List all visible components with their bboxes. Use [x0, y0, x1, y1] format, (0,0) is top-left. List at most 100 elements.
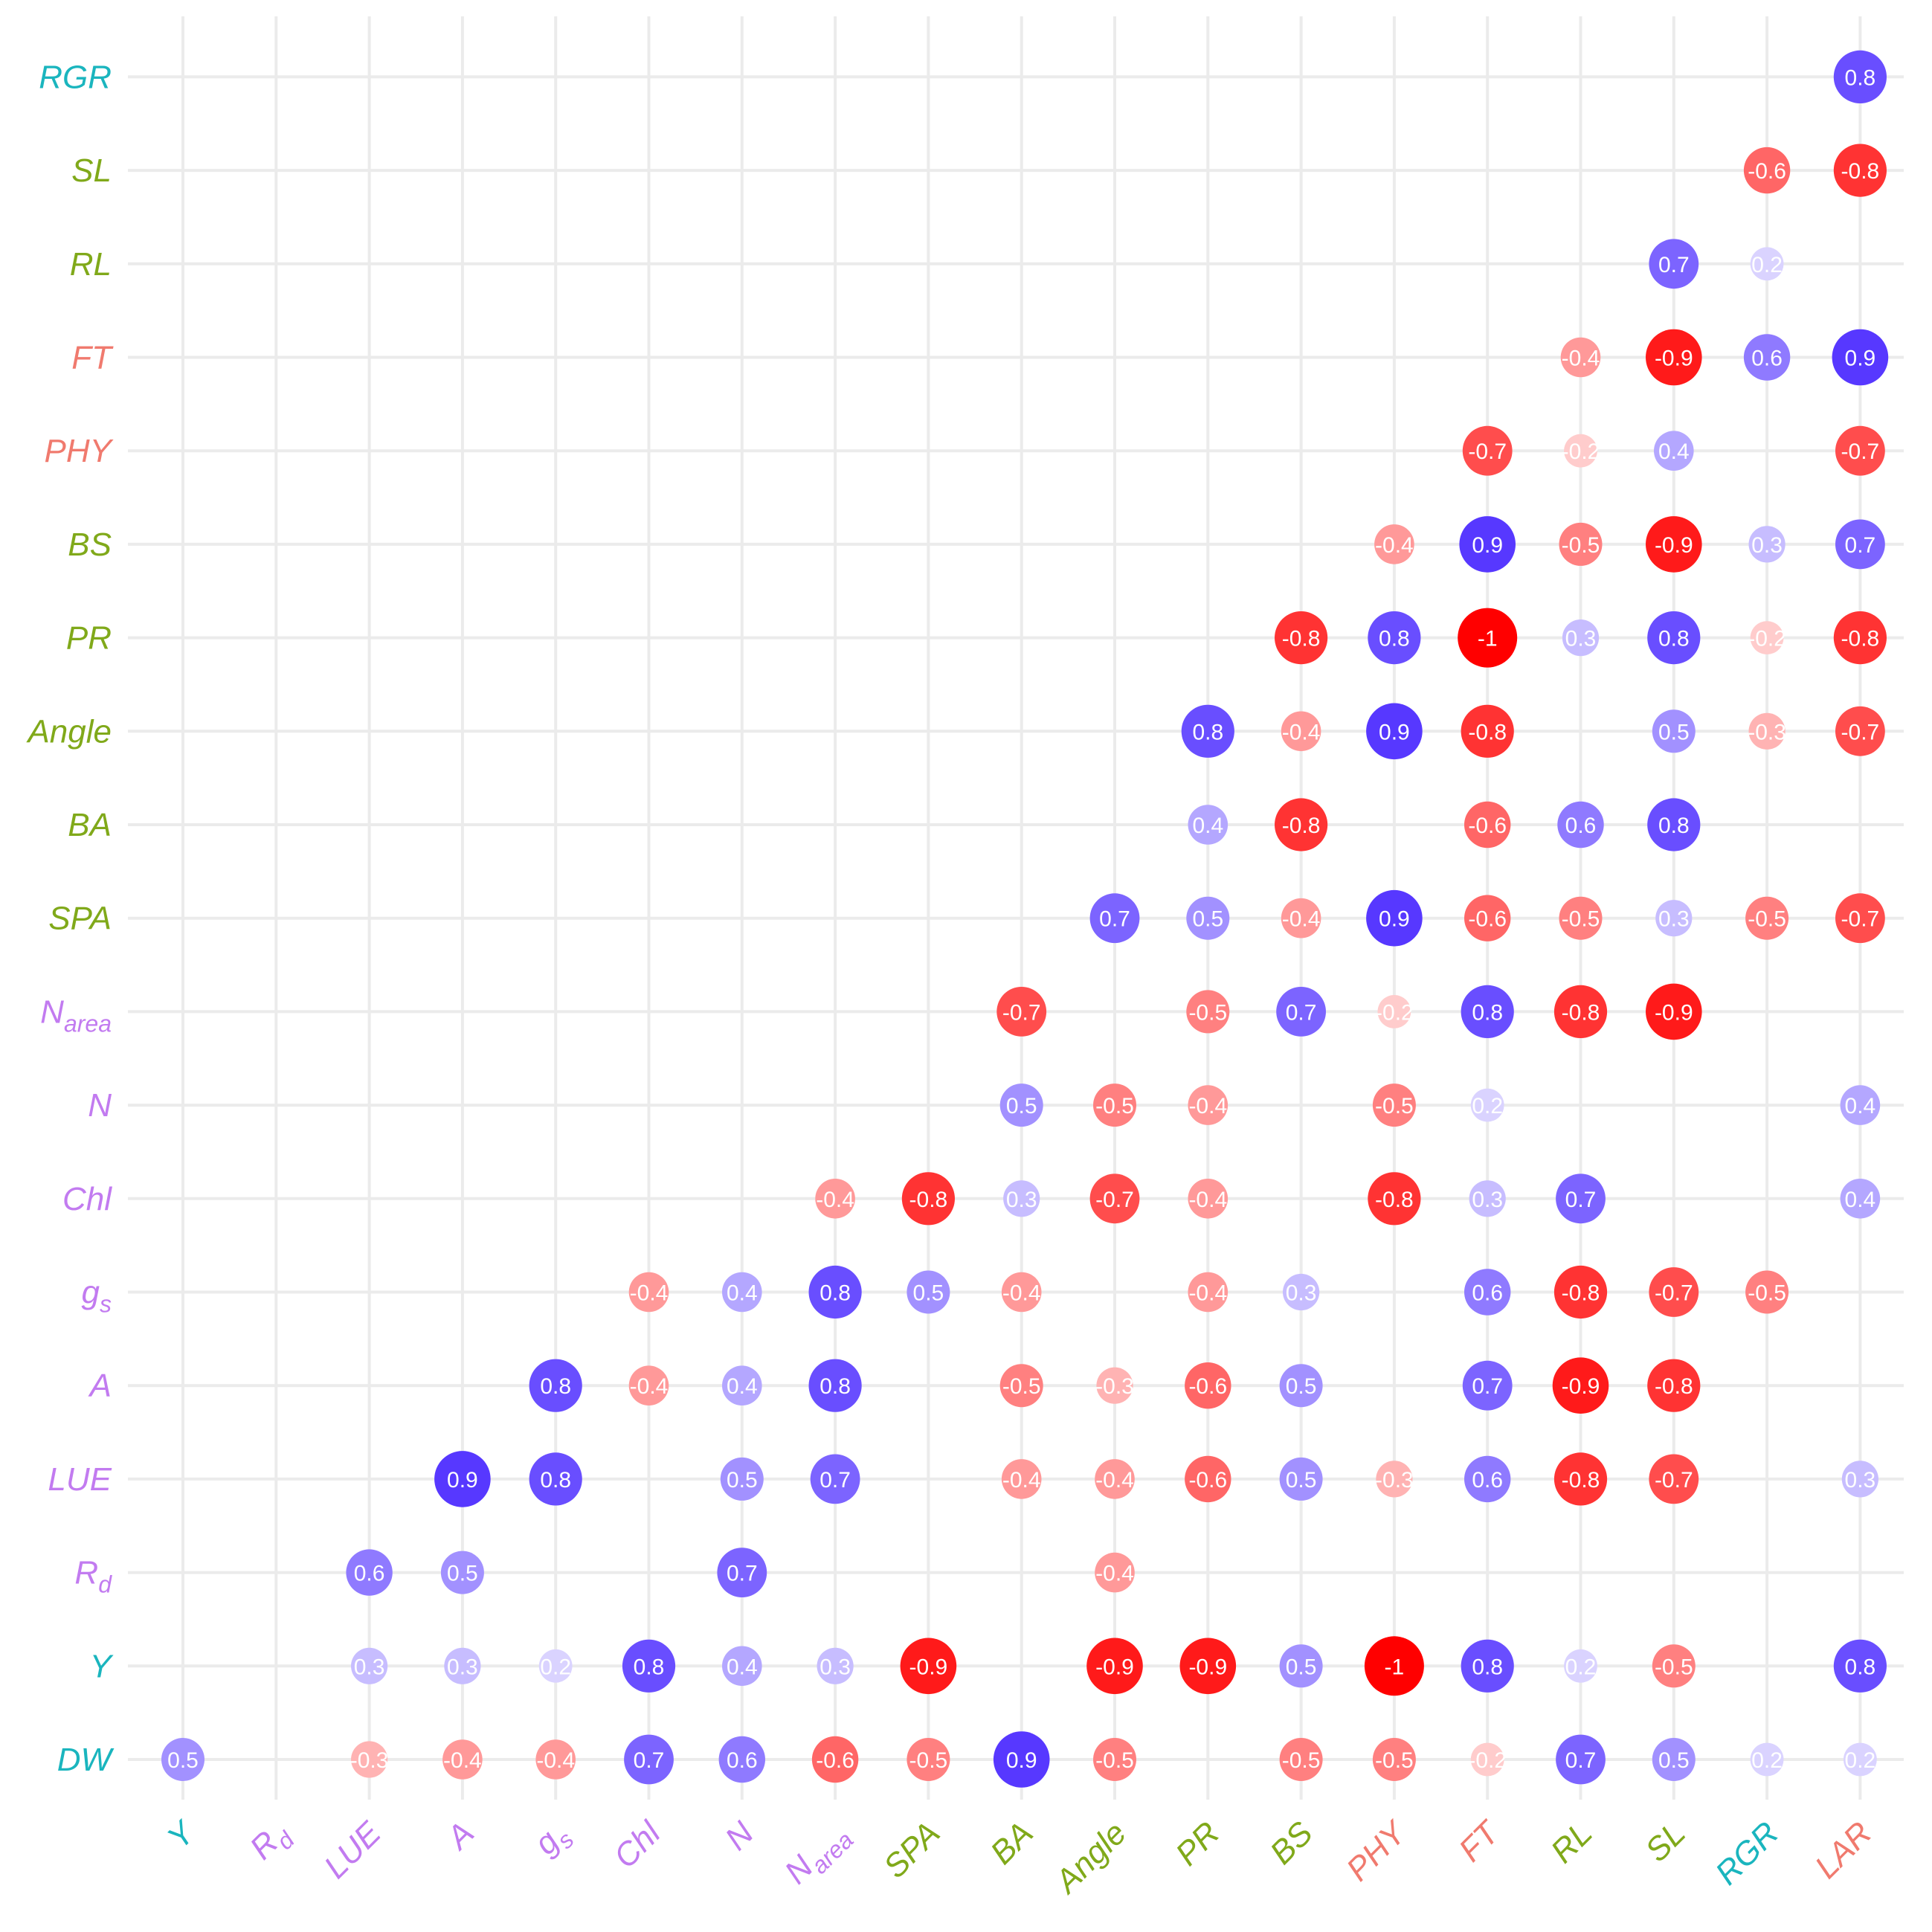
cell-circle [1835, 706, 1885, 756]
cell-value-label: 0.5 [167, 1748, 199, 1773]
cell-value-label: 0.3 [1286, 1281, 1317, 1306]
cell-value-label: 0.5 [1192, 907, 1223, 932]
cell-value-label: -0.8 [1562, 1468, 1600, 1493]
x-label-BS: BS [1263, 1815, 1320, 1871]
cell-circle [1552, 1357, 1609, 1414]
cell-value-label: -0.2 [1468, 1748, 1507, 1773]
cell-value-label: 0.3 [1472, 1188, 1503, 1212]
cell-circle [717, 1548, 767, 1598]
cell-DW-gs: -0.4 [535, 1739, 576, 1780]
cell-circle [817, 1647, 854, 1684]
cell-value-label: -0.5 [1562, 533, 1600, 558]
cell-circle [624, 1734, 674, 1785]
cell-value-label: 0.7 [1099, 907, 1130, 932]
cell-value-label: -0.8 [1562, 1281, 1600, 1306]
cell-Chl-RL: 0.7 [1556, 1173, 1606, 1224]
cell-DW-Angle: -0.5 [1093, 1738, 1136, 1781]
y-label-main: BA [68, 807, 112, 843]
cell-Narea-BA: -0.7 [996, 987, 1047, 1037]
cell-value-label: -0.4 [1188, 1188, 1227, 1212]
cell-value-label: -0.4 [1002, 1281, 1041, 1306]
cell-Chl-PHY: -0.8 [1368, 1172, 1421, 1226]
cell-circle [1279, 1738, 1323, 1781]
cell-circle [1462, 1360, 1513, 1411]
y-label-RL: RL [70, 246, 112, 283]
x-label-LUE: LUE [317, 1815, 388, 1886]
cell-BA-BS: -0.8 [1275, 798, 1328, 851]
cell-circle [1461, 1639, 1514, 1693]
cell-circle [1366, 889, 1423, 947]
cell-value-label: 0.6 [1751, 347, 1783, 371]
cell-value-label: 0.9 [1472, 533, 1503, 558]
cell-Y-RL: 0.2 [1564, 1649, 1597, 1683]
y-label-gs: gs [82, 1275, 112, 1318]
cell-PR-FT: -1 [1458, 608, 1518, 668]
cell-circle [351, 1647, 388, 1684]
cell-value-label: 0.5 [1286, 1468, 1317, 1493]
x-label-FT: FT [1452, 1813, 1508, 1869]
cell-value-label: 0.8 [1472, 1000, 1503, 1025]
cell-DW-N: 0.6 [718, 1736, 765, 1783]
cell-circle [1185, 1362, 1231, 1409]
cell-A-Angle: -0.3 [1095, 1367, 1134, 1404]
y-label-Angle: Angle [25, 713, 112, 750]
y-label-main: LUE [48, 1461, 112, 1498]
cell-value-label: -0.8 [1282, 627, 1321, 651]
cell-circle [1001, 1459, 1042, 1499]
cell-value-label: 0.8 [1658, 627, 1690, 651]
cell-value-label: -0.5 [1748, 1281, 1786, 1306]
cell-value-label: 0.3 [1006, 1188, 1037, 1212]
cell-value-label: 0.2 [1751, 253, 1783, 277]
cell-circle [1654, 431, 1694, 471]
cell-value-label: -0.9 [909, 1655, 948, 1679]
cell-circle [622, 1639, 676, 1693]
cell-circle [1833, 50, 1887, 103]
cell-LUE-BA: -0.4 [1001, 1459, 1042, 1499]
cell-value-label: 0.6 [354, 1562, 385, 1586]
y-label-main: A [88, 1368, 112, 1404]
x-label-main: BA [984, 1815, 1040, 1871]
cell-value-label: -0.8 [1375, 1188, 1414, 1212]
cell-Narea-PR: -0.5 [1186, 990, 1230, 1034]
x-label-Chl: Chl [607, 1815, 668, 1875]
cell-value-label: -0.7 [1002, 1000, 1041, 1025]
cell-circle [808, 1265, 862, 1319]
cell-circle [628, 1272, 669, 1313]
cell-circle [1553, 985, 1608, 1038]
cell-gs-Chl: -0.4 [628, 1272, 669, 1313]
cell-LUE-PR: -0.6 [1185, 1455, 1231, 1503]
cell-circle [1556, 1173, 1606, 1224]
cell-circle [1470, 1088, 1504, 1122]
cell-PR-BS: -0.8 [1275, 611, 1328, 665]
cell-value-label: -0.7 [1655, 1468, 1693, 1493]
cell-A-Narea: 0.8 [808, 1359, 862, 1412]
y-label-RGR: RGR [39, 59, 112, 95]
cell-DW-BA: 0.9 [993, 1731, 1050, 1788]
cell-A-Chl: -0.4 [628, 1365, 669, 1405]
cell-A-gs: 0.8 [529, 1359, 582, 1412]
cell-value-label: -0.9 [1655, 1000, 1693, 1025]
cell-value-label: -0.8 [1655, 1374, 1693, 1399]
cell-Y-SPA: -0.9 [900, 1638, 957, 1695]
cell-circle [529, 1359, 582, 1412]
cell-circle [1841, 1461, 1878, 1498]
y-label-Chl: Chl [62, 1181, 112, 1217]
cell-circle [1840, 1179, 1881, 1219]
cell-SPA-SL: 0.3 [1655, 900, 1693, 937]
x-label-main: LUE [317, 1815, 388, 1886]
cell-circle [1833, 611, 1887, 665]
cell-SPA-LAR: -0.7 [1835, 893, 1885, 944]
cell-circle [810, 1454, 860, 1504]
cell-value-label: -0.9 [1095, 1655, 1134, 1679]
cell-circle [1748, 526, 1786, 563]
cell-Narea-SL: -0.9 [1646, 983, 1702, 1040]
x-label-main: BS [1263, 1815, 1320, 1871]
cell-Y-LAR: 0.8 [1833, 1639, 1887, 1693]
cell-SPA-PHY: 0.9 [1366, 889, 1423, 947]
cell-circle [1649, 1454, 1699, 1504]
cell-circle [718, 1736, 765, 1783]
y-label-SPA: SPA [48, 901, 112, 937]
cell-Y-SL: -0.5 [1652, 1644, 1696, 1688]
y-label-main: N [40, 994, 64, 1030]
